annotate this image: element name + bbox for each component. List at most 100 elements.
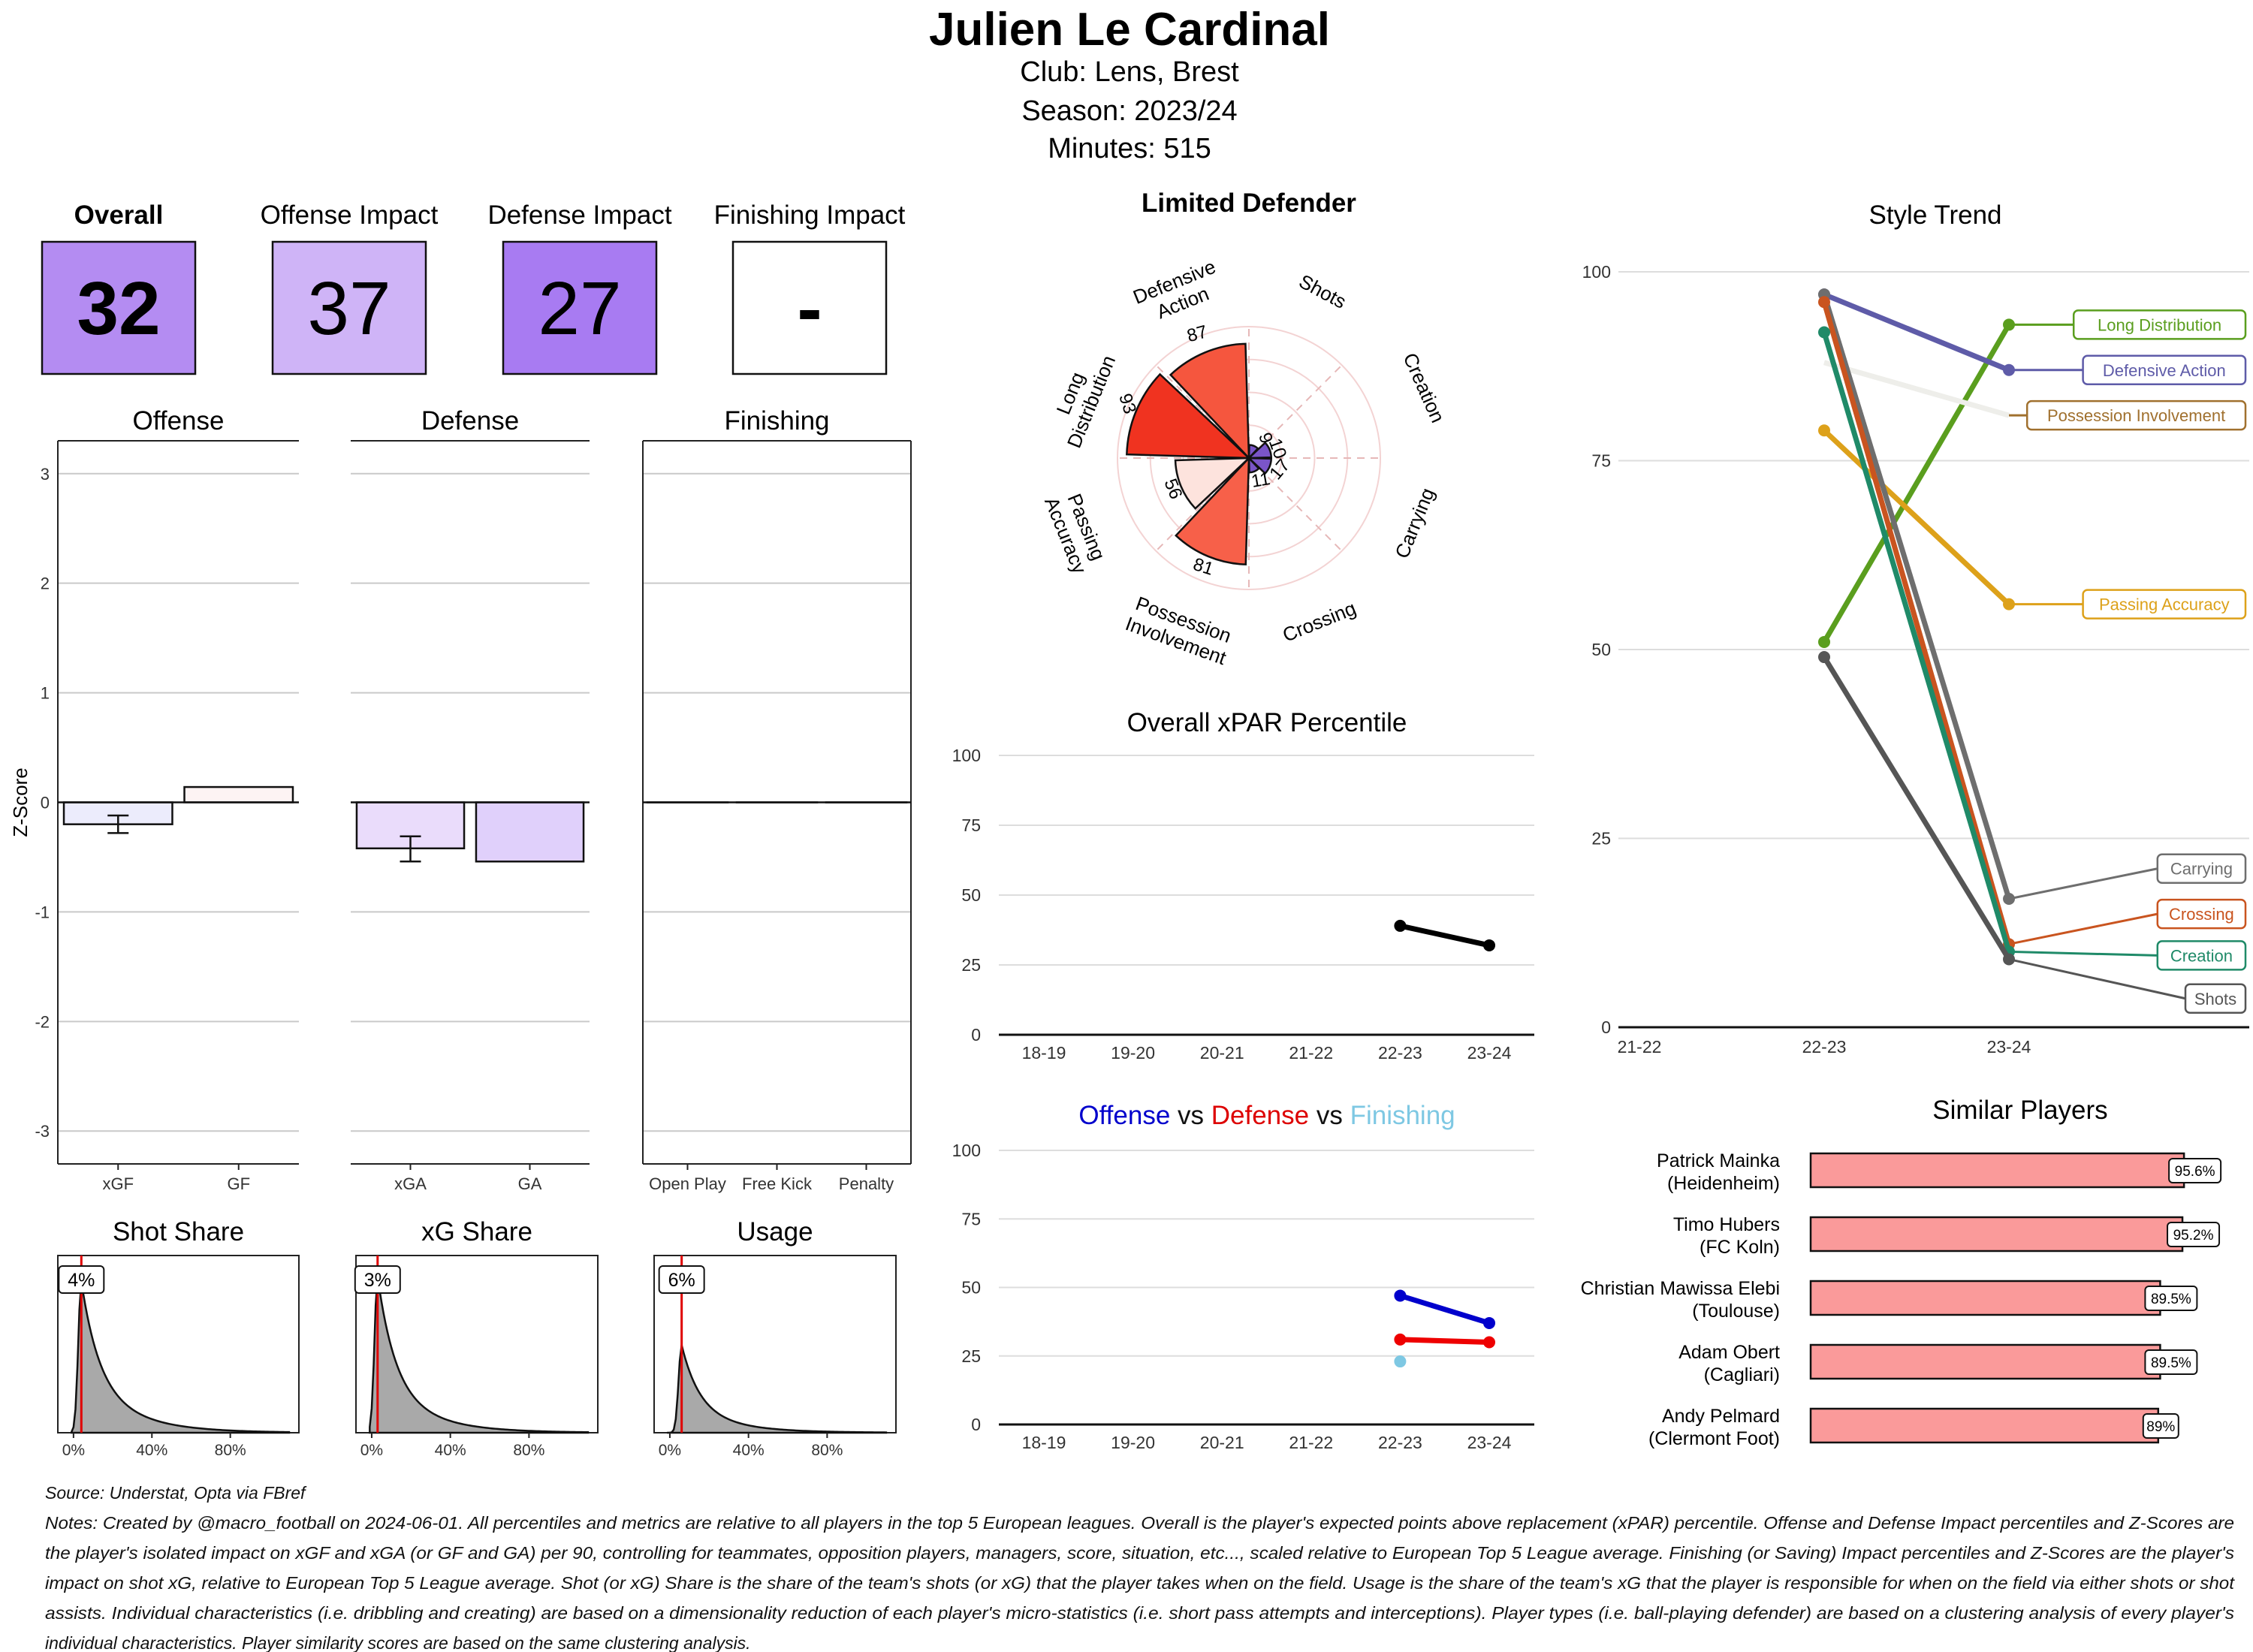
- notes-line-4: assists. Individual characteristics (i.e…: [45, 1603, 2235, 1623]
- style-trend-tick-label: 50: [1591, 640, 1611, 659]
- zscore-tick-label: 1: [41, 684, 50, 703]
- style-trend-series: [1821, 331, 2012, 953]
- distribution-tick-label: 0%: [360, 1442, 383, 1459]
- radar-category-label: Crossing: [1279, 597, 1359, 647]
- notes-line-3: impact on shot xG, relative to European …: [45, 1573, 2236, 1593]
- line-chart-category-label: 22-23: [1378, 1043, 1422, 1063]
- line-chart-category-label: 20-21: [1200, 1433, 1244, 1452]
- line-chart-point: [1394, 1289, 1407, 1302]
- line-chart-tick-label: 0: [971, 1025, 981, 1045]
- style-trend-tick-label: 0: [1601, 1017, 1611, 1037]
- zscore-category-label: Open Play: [649, 1174, 726, 1193]
- radar-spoke: [1155, 364, 1250, 459]
- similar-player-club: (Clermont Foot): [1648, 1428, 1780, 1449]
- style-trend-label: Creation: [2170, 946, 2233, 965]
- radar-category-label: PassingAccuracy: [1040, 485, 1112, 577]
- radar-segment: [1169, 342, 1250, 461]
- zscore-category-label: Free Kick: [742, 1174, 813, 1193]
- style-trend-tick-label: 75: [1591, 451, 1611, 471]
- line-chart-tick-label: 100: [952, 746, 981, 765]
- player-name: Julien Le Cardinal: [929, 4, 1330, 56]
- ovd-title-part: Defense: [1204, 1101, 1309, 1130]
- style-trend-category-label: 21-22: [1618, 1037, 1662, 1057]
- similar-player-name: Timo Hubers: [1673, 1214, 1780, 1235]
- zscore-bar: [183, 785, 294, 803]
- style-trend-label-box: [2156, 898, 2247, 930]
- style-trend-title: Style Trend: [1868, 200, 2001, 230]
- radar-chart: Limited Defender815693879101711ShotsCrea…: [1040, 188, 1449, 670]
- line-chart-point: [1394, 1333, 1407, 1346]
- radar-segment: [1246, 441, 1273, 460]
- style-trend-tick-label: 100: [1582, 262, 1611, 282]
- line-chart-tick-label: 100: [952, 1141, 981, 1160]
- radar-category-label: LongDistribution: [1042, 344, 1120, 451]
- radar-spoke: [1155, 457, 1250, 552]
- similar-player-name: Christian Mawissa Elebi: [1581, 1278, 1780, 1299]
- impact-card-label: Overall: [74, 200, 164, 230]
- distribution-marker-label: 6%: [668, 1270, 695, 1291]
- style-trend-series: [1821, 323, 2012, 644]
- style-trend-series: [1821, 294, 2012, 900]
- style-trend-label-connector: [2008, 950, 2158, 957]
- style-trend-label-connector: [2008, 957, 2186, 1000]
- distribution-tick-label: 0%: [659, 1442, 681, 1459]
- style-trend-label: Shots: [2194, 990, 2236, 1008]
- distribution-tick-label: 80%: [215, 1442, 246, 1459]
- style-trend-series: [1822, 428, 2011, 607]
- style-trend-series: [1823, 291, 2010, 373]
- similar-player-club: (Cagliari): [1704, 1364, 1780, 1385]
- xpar-title: Overall xPAR Percentile: [1127, 708, 1407, 737]
- impact-card-label: Offense Impact: [261, 200, 439, 230]
- ovd-title-part: Offense: [1078, 1101, 1170, 1130]
- distribution-marker-label: 3%: [364, 1270, 391, 1291]
- similar-player-label-box: [2168, 1158, 2222, 1183]
- style-trend-label-connector: [2008, 867, 2158, 900]
- header: Julien Le Cardinal Club: Lens, Brest Sea…: [929, 4, 1330, 164]
- style-trend-label-box: [2184, 983, 2247, 1014]
- line-chart-tick-label: 75: [961, 1209, 981, 1228]
- similar-player-club: (FC Koln): [1700, 1237, 1780, 1258]
- zscore-category-label: Penalty: [839, 1174, 894, 1193]
- distribution-density: [668, 1344, 888, 1434]
- ovd-title-part: Finishing: [1343, 1101, 1455, 1130]
- impact-card-box: [271, 240, 427, 375]
- distribution-density: [71, 1281, 291, 1434]
- line-chart-category-label: 19-20: [1111, 1043, 1155, 1063]
- line-chart-category-label: 18-19: [1022, 1433, 1066, 1452]
- line-chart-tick-label: 25: [961, 1346, 981, 1366]
- style-trend-series: [1821, 301, 2012, 945]
- zscore-tick-label: 2: [41, 574, 50, 593]
- impact-card-label: Finishing Impact: [714, 200, 906, 230]
- zscore-panel-title: Finishing: [724, 406, 829, 436]
- line-chart-category-label: 23-24: [1467, 1043, 1512, 1063]
- distribution-marker-box: [658, 1265, 705, 1294]
- style-trend-label-box: [2082, 354, 2247, 386]
- style-trend-label-connector: [2008, 912, 2158, 945]
- similar-player-value: 95.6%: [2175, 1164, 2215, 1180]
- footer: Source: Understat, Opta via FBref Notes:…: [45, 1483, 2236, 1652]
- similar-player-value: 89%: [2146, 1419, 2175, 1435]
- zscore-category-label: xGF: [102, 1174, 134, 1193]
- distribution-tick-label: 40%: [435, 1442, 466, 1459]
- similar-player-label-box: [2144, 1349, 2198, 1375]
- minutes-label: Minutes: 515: [1048, 133, 1211, 164]
- line-chart-category-label: 21-22: [1289, 1433, 1333, 1452]
- style-trend-category-label: 22-23: [1802, 1037, 1847, 1057]
- notes-line-5: individual characteristics. Player simil…: [45, 1633, 751, 1652]
- similar-player-club: (Toulouse): [1692, 1301, 1780, 1322]
- line-chart-tick-label: 50: [961, 1278, 981, 1298]
- style-trend-series: [1822, 656, 2011, 961]
- line-chart-category-label: 22-23: [1378, 1433, 1422, 1452]
- style-trend-label: Passing Accuracy: [2099, 595, 2230, 614]
- distribution-density: [369, 1276, 590, 1434]
- line-chart-point: [1483, 939, 1495, 951]
- radar-ring: [1182, 391, 1316, 525]
- impact-card-value: 27: [538, 267, 621, 351]
- similar-player-value: 89.5%: [2151, 1292, 2191, 1307]
- distribution-tick-label: 0%: [62, 1442, 85, 1459]
- style-trend-tick-label: 25: [1591, 829, 1611, 849]
- similar-player-club: (Heidenheim): [1667, 1173, 1780, 1194]
- line-chart-tick-label: 0: [971, 1415, 981, 1434]
- line-chart-point: [1483, 1316, 1495, 1329]
